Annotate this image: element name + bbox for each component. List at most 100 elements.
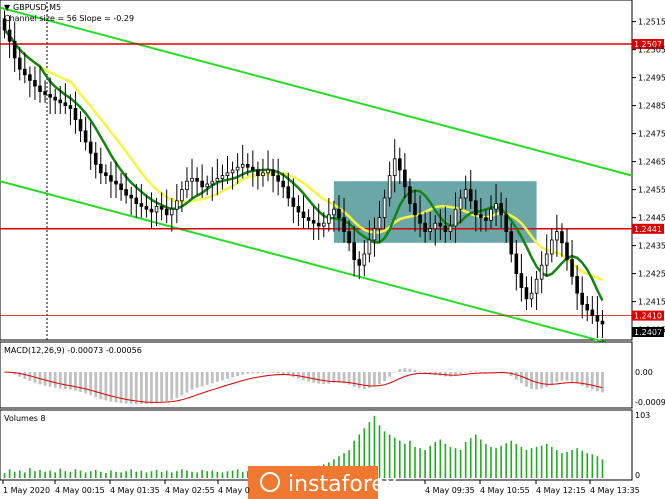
candle-body xyxy=(83,130,88,143)
macd-hist-bar xyxy=(555,372,559,382)
volume-bar xyxy=(8,469,11,478)
macd-hist-bar xyxy=(124,372,128,404)
macd-hist-bar xyxy=(215,372,219,382)
candle-body xyxy=(443,225,448,232)
volume-bar xyxy=(125,471,127,478)
candle-body xyxy=(560,231,564,244)
macd-hist-bar xyxy=(205,372,209,385)
volume-bar xyxy=(3,473,6,478)
candle-body xyxy=(149,208,154,213)
macd-indicator xyxy=(3,368,604,405)
macd-tick-zero: 0.00 xyxy=(635,368,653,377)
volume-bar xyxy=(388,434,391,478)
macd-hist-bar xyxy=(69,372,72,390)
macd-hist-bar xyxy=(378,372,381,385)
candle-body xyxy=(200,180,204,188)
macd-hist-bar xyxy=(63,372,67,390)
macd-hist-bar xyxy=(469,371,473,372)
macd-hist-bar xyxy=(43,372,47,386)
macd-hist-bar xyxy=(129,372,133,404)
volume-bar xyxy=(196,472,198,478)
macd-hist-bar xyxy=(383,372,386,381)
candle-body xyxy=(93,152,98,165)
volume-bar xyxy=(358,434,361,478)
candle-body xyxy=(23,68,27,76)
macd-hist-bar xyxy=(418,371,422,372)
candle-body xyxy=(139,203,144,207)
macd-hist-bar xyxy=(459,372,462,374)
macd-hist-bar xyxy=(580,372,584,386)
volume-tick-max: 103 xyxy=(635,411,650,420)
candle-body xyxy=(124,189,128,196)
candle-body xyxy=(509,231,514,255)
volume-bar xyxy=(94,469,97,478)
candle-body xyxy=(321,222,326,227)
macd-hist-bar xyxy=(454,372,457,376)
time-tick-label: 4 May 02:55 xyxy=(165,486,215,495)
volume-bar xyxy=(100,471,102,478)
watermark-badge xyxy=(248,466,378,499)
volume-bar xyxy=(566,451,568,478)
volume-bar xyxy=(236,469,239,478)
candle-body xyxy=(595,315,600,322)
candle-body xyxy=(575,275,579,294)
volume-bar xyxy=(535,446,538,478)
volume-bar xyxy=(115,471,117,478)
candle-body xyxy=(438,222,443,227)
candle-body xyxy=(175,200,179,210)
candle-body xyxy=(12,40,17,59)
price-tick-label: 1.2445 xyxy=(638,214,665,223)
volume-bar xyxy=(54,472,57,478)
volume-bar xyxy=(439,439,442,478)
candle-body xyxy=(332,208,336,216)
volume-bar xyxy=(84,472,87,478)
candle-body xyxy=(88,141,93,154)
price-tick-label: 1.2415 xyxy=(638,298,665,307)
macd-hist-bar xyxy=(302,372,305,381)
candle-body xyxy=(276,175,280,182)
candlesticks xyxy=(2,10,605,338)
volume-bar xyxy=(586,453,589,478)
macd-hist-bar xyxy=(575,372,579,384)
volume-bar xyxy=(216,471,219,478)
candle-body xyxy=(504,214,508,233)
volume-bar xyxy=(176,471,178,478)
candle-body xyxy=(261,172,265,177)
level-tag-label: 1.2410 xyxy=(634,312,662,321)
volume-bar xyxy=(474,434,477,478)
macd-hist-bar xyxy=(317,372,321,384)
candle-body xyxy=(408,186,412,205)
volume-tick-zero: 0 xyxy=(635,471,640,480)
volume-bar xyxy=(348,450,350,478)
macd-hist-bar xyxy=(276,372,280,374)
volume-bar xyxy=(363,428,366,478)
time-tick-label: 4 May 12:15 xyxy=(536,486,586,495)
macd-hist-bar xyxy=(509,372,513,377)
volume-bar xyxy=(561,453,563,478)
volume-bar xyxy=(105,473,107,478)
candle-body xyxy=(362,253,367,266)
volume-bar xyxy=(343,453,345,478)
candle-body xyxy=(251,166,255,171)
macd-hist-bar xyxy=(286,372,290,376)
volume-bar xyxy=(454,448,457,478)
macd-hist-bar xyxy=(155,372,158,403)
macd-hist-bar xyxy=(180,372,184,396)
symbol-label: GBPUSD,M5 xyxy=(13,3,61,12)
volume-bar xyxy=(150,471,153,478)
volume-bar xyxy=(495,448,497,478)
macd-hist-bar xyxy=(266,372,270,373)
volume-bar xyxy=(231,470,234,478)
volume-bar xyxy=(34,471,36,478)
candle-body xyxy=(240,163,245,168)
time-tick-label: 4 May 13:35 xyxy=(590,486,640,495)
macd-hist-bar xyxy=(99,372,103,400)
macd-hist-bar xyxy=(291,372,295,377)
macd-hist-bar xyxy=(307,372,310,382)
candle-body xyxy=(245,163,250,168)
candle-body xyxy=(180,189,184,202)
candle-body xyxy=(479,214,483,219)
macd-hist-bar xyxy=(170,372,174,400)
channel-upper-line xyxy=(0,6,633,177)
candle-body xyxy=(58,99,63,104)
